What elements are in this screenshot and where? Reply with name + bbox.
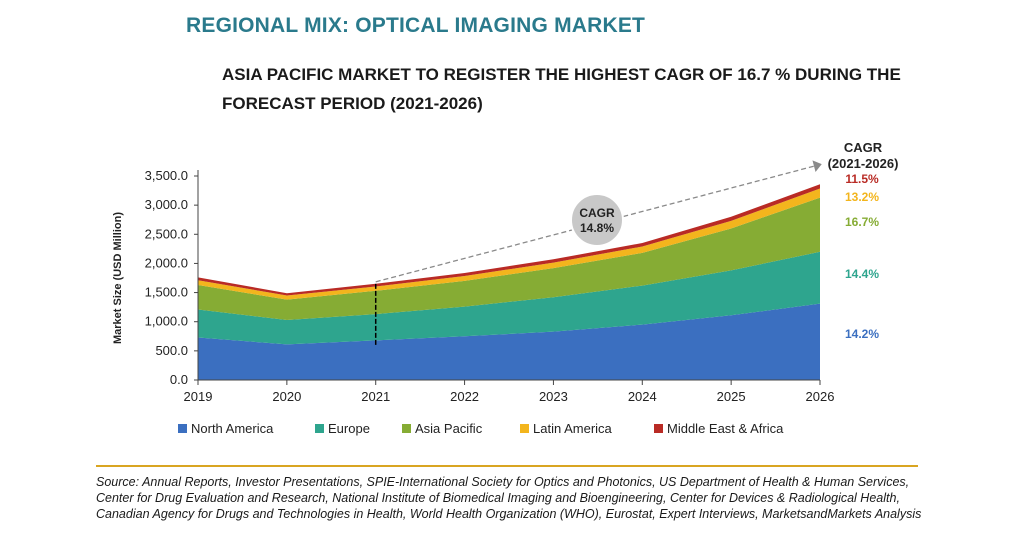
x-tick-label: 2026 xyxy=(806,389,835,404)
series-cagr-label: 16.7% xyxy=(845,215,879,229)
series-cagr-label: 11.5% xyxy=(845,172,879,186)
y-tick-label: 3,000.0 xyxy=(145,197,188,212)
legend-item-label: Asia Pacific xyxy=(415,421,483,436)
source-divider xyxy=(96,465,918,467)
legend-item-label: North America xyxy=(191,421,274,436)
x-tick-label: 2021 xyxy=(361,389,390,404)
overall-cagr-bubble xyxy=(570,193,624,247)
page-title: REGIONAL MIX: OPTICAL IMAGING MARKET xyxy=(186,14,646,37)
x-tick-label: 2025 xyxy=(717,389,746,404)
legend-swatch xyxy=(315,424,324,433)
area-series-0 xyxy=(198,303,820,380)
series-cagr-label: 14.2% xyxy=(845,327,879,341)
legend-swatch xyxy=(654,424,663,433)
stacked-area-chart: 0.0 500.0 1,000.0 1,500.0 2,000.0 2,500.0 3,00… xyxy=(112,140,899,436)
y-tick-label: 3,500.0 xyxy=(145,168,188,183)
y-tick-label: 1,500.0 xyxy=(145,285,188,300)
area-series-1 xyxy=(198,251,820,345)
y-tick-label: 0.0 xyxy=(170,372,188,387)
area-series-2 xyxy=(198,197,820,320)
cagr-header-period: (2021-2026) xyxy=(828,156,899,171)
legend-item-label: Latin America xyxy=(533,421,613,436)
legend-item-label: Middle East & Africa xyxy=(667,421,784,436)
x-tick-label: 2024 xyxy=(628,389,657,404)
y-tick-label: 1,000.0 xyxy=(145,314,188,329)
chart-subtitle: ASIA PACIFIC MARKET TO REGISTER THE HIGH… xyxy=(222,65,901,113)
legend-item-label: Europe xyxy=(328,421,370,436)
series-cagr-label: 13.2% xyxy=(845,190,879,204)
y-axis-label: Market Size (USD Million) xyxy=(112,212,124,344)
y-tick-label: 500.0 xyxy=(155,343,188,358)
x-tick-label: 2020 xyxy=(272,389,301,404)
x-tick-label: 2019 xyxy=(184,389,213,404)
overall-cagr-label: CAGR xyxy=(579,206,615,220)
cagr-arrow-head xyxy=(812,160,822,172)
x-tick-label: 2022 xyxy=(450,389,479,404)
x-tick-label: 2023 xyxy=(539,389,568,404)
cagr-header: CAGR xyxy=(844,140,883,155)
legend-swatch xyxy=(178,424,187,433)
y-tick-label: 2,500.0 xyxy=(145,226,188,241)
legend-swatch xyxy=(402,424,411,433)
legend-swatch xyxy=(520,424,529,433)
overall-cagr-value: 14.8% xyxy=(580,221,614,235)
source-note: Source: Annual Reports, Investor Present… xyxy=(96,475,922,521)
y-tick-label: 2,000.0 xyxy=(145,255,188,270)
series-cagr-label: 14.4% xyxy=(845,267,879,281)
